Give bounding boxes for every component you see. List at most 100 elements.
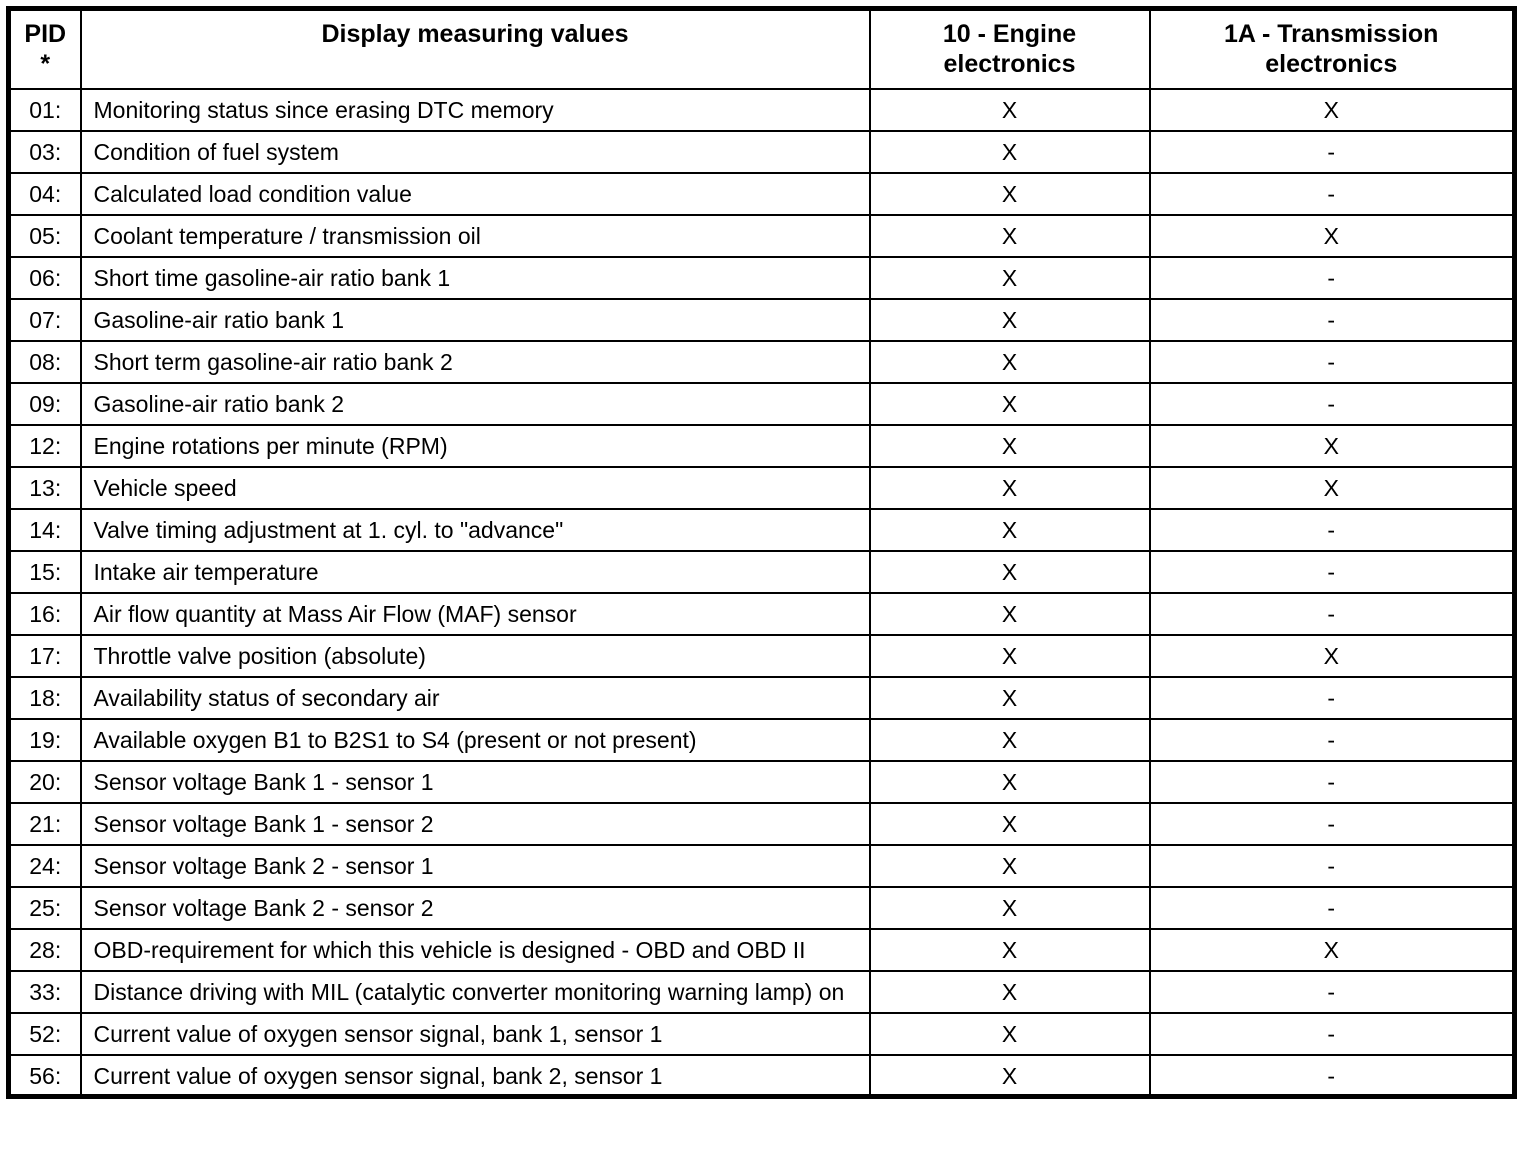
engine-cell: X xyxy=(868,675,1151,720)
description-cell: Calculated load condition value xyxy=(79,171,871,216)
transmission-cell: - xyxy=(1148,171,1516,216)
description-cell: OBD-requirement for which this vehicle i… xyxy=(79,927,871,972)
transmission-cell: - xyxy=(1148,759,1516,804)
description-cell: Intake air temperature xyxy=(79,549,871,594)
pid-cell: 17: xyxy=(7,633,82,678)
pid-cell: 56: xyxy=(7,1053,82,1098)
table-row: 14: Valve timing adjustment at 1. cyl. t… xyxy=(7,507,1516,552)
engine-cell: X xyxy=(868,87,1151,132)
description-cell: Current value of oxygen sensor signal, b… xyxy=(79,1011,871,1056)
pid-cell: 28: xyxy=(7,927,82,972)
description-cell: Engine rotations per minute (RPM) xyxy=(79,423,871,468)
transmission-cell: - xyxy=(1148,339,1516,384)
table-row: 01: Monitoring status since erasing DTC … xyxy=(7,87,1516,132)
table-row: 08: Short term gasoline-air ratio bank 2… xyxy=(7,339,1516,384)
transmission-cell: X xyxy=(1148,465,1516,510)
description-cell: Current value of oxygen sensor signal, b… xyxy=(79,1053,871,1098)
table-row: 28: OBD-requirement for which this vehic… xyxy=(7,927,1516,972)
transmission-cell: - xyxy=(1148,717,1516,762)
description-cell: Availability status of secondary air xyxy=(79,675,871,720)
engine-cell: X xyxy=(868,507,1151,552)
table-row: 15: Intake air temperature X - xyxy=(7,549,1516,594)
transmission-cell: - xyxy=(1148,381,1516,426)
pid-cell: 24: xyxy=(7,843,82,888)
table-row: 07: Gasoline-air ratio bank 1 X - xyxy=(7,297,1516,342)
table-row: 04: Calculated load condition value X - xyxy=(7,171,1516,216)
table-row: 20: Sensor voltage Bank 1 - sensor 1 X - xyxy=(7,759,1516,804)
pid-cell: 19: xyxy=(7,717,82,762)
transmission-cell: X xyxy=(1148,423,1516,468)
transmission-cell: - xyxy=(1148,1053,1516,1098)
table-row: 06: Short time gasoline-air ratio bank 1… xyxy=(7,255,1516,300)
pid-cell: 18: xyxy=(7,675,82,720)
pid-cell: 21: xyxy=(7,801,82,846)
description-cell: Coolant temperature / transmission oil xyxy=(79,213,871,258)
transmission-cell: - xyxy=(1148,1011,1516,1056)
transmission-cell: - xyxy=(1148,297,1516,342)
engine-cell: X xyxy=(868,885,1151,930)
table-row: 52: Current value of oxygen sensor signa… xyxy=(7,1011,1516,1056)
pid-cell: 25: xyxy=(7,885,82,930)
pid-cell: 03: xyxy=(7,129,82,174)
column-header-engine-electronics: 10 - Engine electronics xyxy=(868,7,1151,90)
transmission-cell: - xyxy=(1148,675,1516,720)
description-cell: Vehicle speed xyxy=(79,465,871,510)
table-row: 18: Availability status of secondary air… xyxy=(7,675,1516,720)
engine-cell: X xyxy=(868,171,1151,216)
engine-cell: X xyxy=(868,1053,1151,1098)
transmission-cell: X xyxy=(1148,633,1516,678)
engine-cell: X xyxy=(868,381,1151,426)
engine-cell: X xyxy=(868,213,1151,258)
description-cell: Gasoline-air ratio bank 2 xyxy=(79,381,871,426)
description-cell: Sensor voltage Bank 2 - sensor 2 xyxy=(79,885,871,930)
table-row: 25: Sensor voltage Bank 2 - sensor 2 X - xyxy=(7,885,1516,930)
engine-cell: X xyxy=(868,843,1151,888)
table-row: 19: Available oxygen B1 to B2S1 to S4 (p… xyxy=(7,717,1516,762)
description-cell: Short term gasoline-air ratio bank 2 xyxy=(79,339,871,384)
column-header-display-measuring-values: Display measuring values xyxy=(79,7,871,90)
pid-cell: 09: xyxy=(7,381,82,426)
transmission-cell: - xyxy=(1148,549,1516,594)
transmission-cell: X xyxy=(1148,927,1516,972)
description-cell: Sensor voltage Bank 1 - sensor 1 xyxy=(79,759,871,804)
transmission-cell: - xyxy=(1148,129,1516,174)
table-header: PID * Display measuring values 10 - Engi… xyxy=(7,7,1516,90)
transmission-cell: - xyxy=(1148,255,1516,300)
transmission-header-label: 1A - Transmission electronics xyxy=(1224,20,1439,78)
table-row: 56: Current value of oxygen sensor signa… xyxy=(7,1053,1516,1098)
engine-cell: X xyxy=(868,969,1151,1014)
description-cell: Distance driving with MIL (catalytic con… xyxy=(79,969,871,1014)
pid-cell: 33: xyxy=(7,969,82,1014)
transmission-cell: - xyxy=(1148,591,1516,636)
engine-cell: X xyxy=(868,801,1151,846)
pid-cell: 13: xyxy=(7,465,82,510)
transmission-cell: - xyxy=(1148,843,1516,888)
description-cell: Monitoring status since erasing DTC memo… xyxy=(79,87,871,132)
engine-header-label: 10 - Engine electronics xyxy=(942,20,1077,78)
description-cell: Gasoline-air ratio bank 1 xyxy=(79,297,871,342)
engine-cell: X xyxy=(868,1011,1151,1056)
table-row: 16: Air flow quantity at Mass Air Flow (… xyxy=(7,591,1516,636)
table-row: 03: Condition of fuel system X - xyxy=(7,129,1516,174)
engine-cell: X xyxy=(868,633,1151,678)
transmission-cell: - xyxy=(1148,969,1516,1014)
transmission-cell: X xyxy=(1148,87,1516,132)
engine-cell: X xyxy=(868,129,1151,174)
description-cell: Short time gasoline-air ratio bank 1 xyxy=(79,255,871,300)
table-row: 12: Engine rotations per minute (RPM) X … xyxy=(7,423,1516,468)
display-values-header-label: Display measuring values xyxy=(321,20,629,48)
pid-cell: 14: xyxy=(7,507,82,552)
pid-cell: 52: xyxy=(7,1011,82,1056)
engine-cell: X xyxy=(868,717,1151,762)
column-header-pid: PID * xyxy=(7,7,82,90)
table-body: 01: Monitoring status since erasing DTC … xyxy=(7,87,1516,1098)
engine-cell: X xyxy=(868,549,1151,594)
table-row: 09: Gasoline-air ratio bank 2 X - xyxy=(7,381,1516,426)
engine-cell: X xyxy=(868,297,1151,342)
column-header-transmission-electronics: 1A - Transmission electronics xyxy=(1148,7,1516,90)
description-cell: Sensor voltage Bank 1 - sensor 2 xyxy=(79,801,871,846)
pid-cell: 06: xyxy=(7,255,82,300)
pid-cell: 20: xyxy=(7,759,82,804)
pid-measuring-values-table: PID * Display measuring values 10 - Engi… xyxy=(6,6,1517,1099)
description-cell: Sensor voltage Bank 2 - sensor 1 xyxy=(79,843,871,888)
